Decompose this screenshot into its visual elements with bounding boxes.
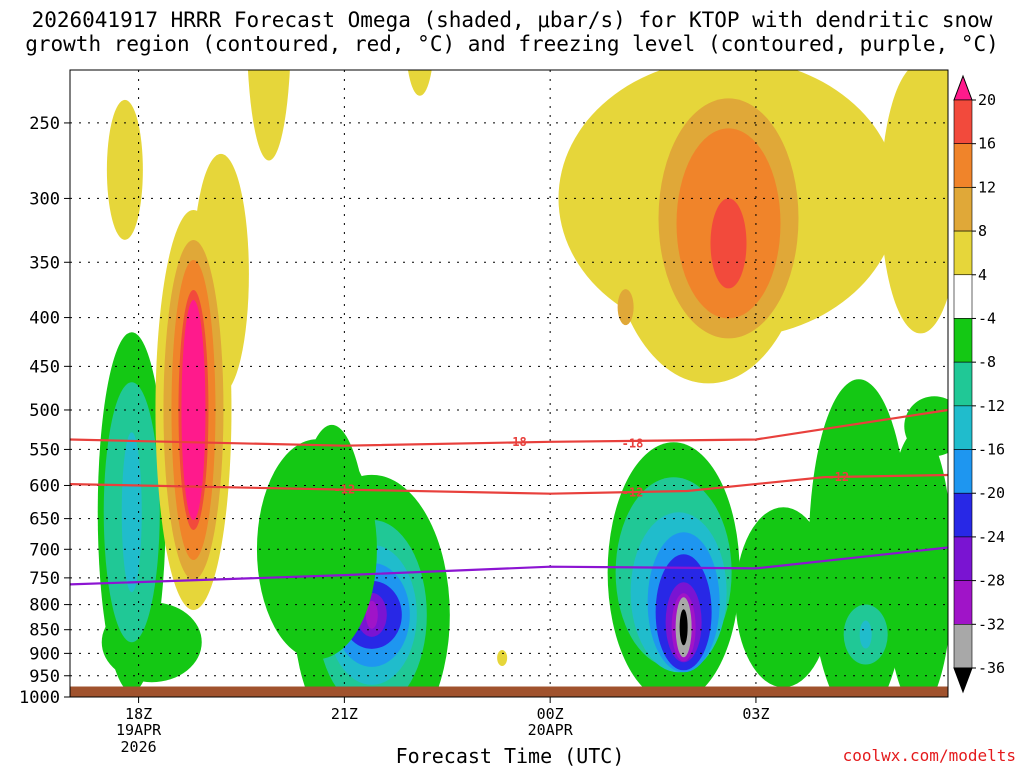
y-tick-label-700: 700 — [29, 540, 60, 560]
title-line-2: growth region (contoured, red, °C) and f… — [25, 32, 999, 56]
colorbar-bin-13 — [953, 624, 973, 669]
x-tick-label-18Z-0: 18Z — [125, 705, 152, 723]
dgz-contour-0 — [69, 408, 949, 447]
dgz-contour-label-b: -12 — [622, 485, 644, 499]
y-tick-label-950: 950 — [29, 667, 60, 687]
dgz-contour-label-c: -12 — [827, 470, 849, 484]
upper-rise-right-level-1 — [918, 70, 948, 149]
colorbar-label-6: -8 — [978, 353, 996, 371]
dgz-contour-label-1: -12 — [334, 483, 356, 497]
upper-strong-rise-level-4 — [710, 198, 747, 289]
dgz-contour-label-d: -18 — [622, 436, 644, 450]
colorbar-label-11: -28 — [978, 572, 1005, 590]
y-tick-label-600: 600 — [29, 476, 60, 496]
rise-column-level-4 — [181, 299, 206, 520]
sink-right-complex-level-1 — [884, 429, 948, 697]
colorbar-label-8: -16 — [978, 441, 1005, 459]
y-tick-label-850: 850 — [29, 621, 60, 641]
y-tick-label-450: 450 — [29, 357, 60, 377]
x-tick-label-03Z-0: 03Z — [742, 705, 769, 723]
colorbar-label-9: -20 — [978, 484, 1005, 502]
colorbar-bin-11 — [953, 536, 973, 581]
x-axis-title: Forecast Time (UTC) — [395, 744, 625, 768]
colorbar-bin-12 — [953, 580, 973, 625]
upper-small-rise-level-0 — [617, 289, 634, 326]
title-line-1: 2026041917 HRRR Forecast Omega (shaded, … — [31, 8, 993, 32]
sink-0130z-level-8 — [679, 609, 688, 646]
y-tick-label-650: 650 — [29, 510, 60, 530]
colorbar-label-13: -36 — [978, 659, 1005, 677]
colorbar-bin-5 — [953, 274, 973, 319]
colorbar-bin-7 — [953, 361, 973, 407]
colorbar-bin-2 — [953, 143, 973, 188]
colorbar-label-12: -32 — [978, 615, 1005, 633]
y-tick-label-750: 750 — [29, 569, 60, 589]
dgz-contour-1 — [69, 473, 949, 495]
colorbar-bin-4 — [953, 230, 973, 276]
x-tick-label-18Z-2: 2026 — [121, 738, 157, 756]
y-tick-label-500: 500 — [29, 401, 60, 421]
colorbar-label-3: 8 — [978, 222, 987, 240]
plot-frame — [69, 69, 949, 698]
sink-0430z-level-0 — [735, 507, 832, 688]
x-tick-label-18Z-1: 19APR — [116, 721, 162, 739]
x-tick-label-21Z-0: 21Z — [331, 705, 358, 723]
colorbar-bin-9 — [953, 449, 973, 494]
colorbar-bin-3 — [953, 187, 973, 232]
colorbar-label-4: 4 — [978, 266, 987, 284]
y-tick-label-350: 350 — [29, 253, 60, 273]
upper-weak-rise-1-level-0 — [106, 99, 143, 240]
colorbar-label-5: -4 — [978, 309, 996, 327]
omega-field — [97, 70, 948, 697]
site-credit: coolwx.com/modelts — [842, 746, 1016, 765]
colorbar-bottom-arrow — [953, 667, 973, 694]
colorbar-label-1: 16 — [978, 135, 996, 153]
dgz-contour-label-0: -18 — [505, 435, 527, 449]
ground-surface — [70, 686, 948, 697]
colorbar-label-0: 20 — [978, 91, 996, 109]
colorbar-label-7: -12 — [978, 397, 1005, 415]
y-tick-label-900: 900 — [29, 644, 60, 664]
colorbar-top-arrow — [953, 74, 973, 101]
upper-weak-rise-2-level-0 — [247, 70, 290, 161]
freezing-level-contour — [69, 546, 949, 586]
x-tick-label-00Z-1: 20APR — [528, 721, 574, 739]
upper-weak-rise-3-level-0 — [407, 70, 432, 96]
x-tick-label-00Z-0: 00Z — [537, 705, 564, 723]
sink-left-column-level-3 — [121, 432, 142, 593]
sink-right-level-1 — [859, 620, 872, 649]
y-tick-label-250: 250 — [29, 114, 60, 134]
colorbar-bin-10 — [953, 492, 973, 538]
colorbar-label-2: 12 — [978, 178, 996, 196]
colorbar-label-10: -24 — [978, 528, 1005, 546]
y-tick-label-550: 550 — [29, 440, 60, 460]
colorbar-bin-6 — [953, 318, 973, 363]
y-tick-label-800: 800 — [29, 596, 60, 616]
y-tick-label-400: 400 — [29, 309, 60, 329]
y-tick-label-1000: 1000 — [19, 688, 60, 708]
colorbar-bin-1 — [953, 99, 973, 144]
y-tick-label-300: 300 — [29, 189, 60, 209]
colorbar-bin-8 — [953, 405, 973, 450]
tiny-rise-dot — [497, 649, 508, 666]
sink-21z-level-7 — [365, 600, 378, 629]
